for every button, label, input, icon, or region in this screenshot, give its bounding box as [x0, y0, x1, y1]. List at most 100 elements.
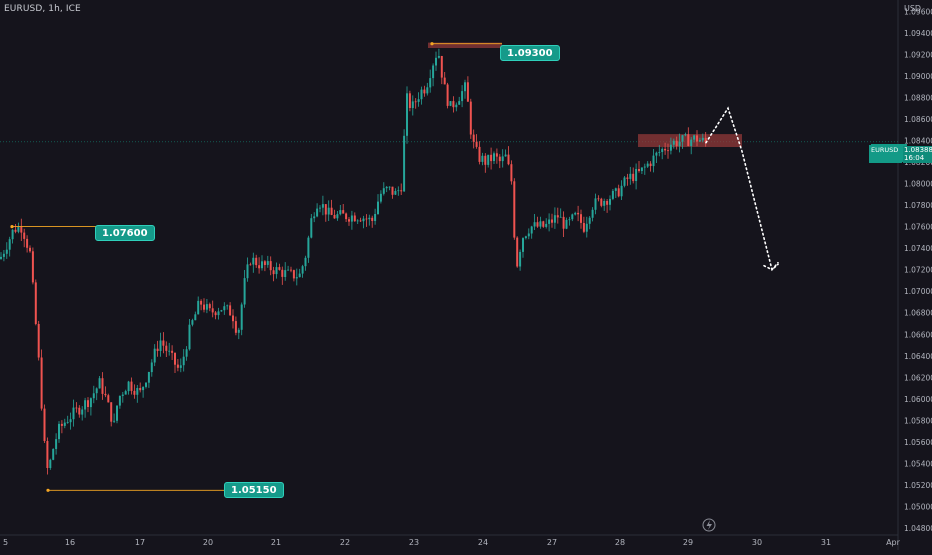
callout-high: 1.09300	[500, 45, 560, 61]
candle-body	[20, 226, 23, 233]
candle-body	[316, 208, 319, 217]
candle-body	[388, 186, 391, 188]
candle-body	[319, 207, 321, 209]
candle-body	[345, 213, 348, 220]
candle-body	[693, 135, 696, 140]
candle-body	[565, 219, 568, 229]
axis-currency-label: USD	[904, 4, 922, 13]
candle-body	[214, 312, 217, 316]
price-tag-symbol: EURUSD	[871, 146, 899, 154]
candle-body	[629, 173, 632, 179]
candle-body	[49, 459, 52, 468]
callout-low: 1.05150	[224, 482, 284, 498]
candle-body	[551, 219, 553, 223]
candle-body	[443, 77, 446, 85]
candle-body	[246, 264, 249, 279]
candle-body	[432, 65, 435, 79]
candle-body	[295, 277, 298, 279]
candle-body	[524, 236, 527, 239]
candle-body	[142, 386, 145, 391]
y-tick-label: 1.06200	[904, 373, 932, 382]
candle-body	[527, 233, 530, 237]
candle-body	[585, 223, 588, 232]
candle-body	[498, 156, 501, 162]
candle-body	[2, 253, 5, 257]
y-tick-label: 1.08800	[904, 94, 932, 103]
candle-body	[655, 152, 658, 156]
candle-body	[600, 198, 603, 206]
candle-body	[669, 144, 672, 151]
candle-body	[284, 270, 287, 277]
candle-body	[43, 408, 46, 441]
candle-body	[110, 402, 113, 422]
candle-body	[92, 393, 95, 399]
candle-body	[275, 267, 278, 275]
candle-body	[287, 269, 290, 271]
candle-body	[614, 188, 617, 191]
candle-body	[162, 340, 165, 346]
candle-body	[266, 261, 269, 265]
candle-body	[298, 273, 301, 278]
candle-body	[377, 201, 379, 214]
candle-body	[95, 388, 98, 394]
candle-body	[237, 329, 240, 333]
price-tag-bg	[869, 145, 902, 163]
x-tick-label: 23	[409, 538, 419, 547]
y-tick-label: 1.05400	[904, 459, 932, 468]
candle-body	[304, 257, 307, 267]
x-tick-label: Apr	[886, 538, 901, 547]
candle-body	[232, 315, 234, 322]
candle-body	[81, 409, 84, 415]
y-tick-label: 1.06800	[904, 309, 932, 318]
candle-body	[17, 226, 20, 232]
x-tick-label: 30	[752, 538, 762, 547]
candle-body	[269, 261, 272, 271]
candle-body	[307, 237, 310, 258]
candle-body	[426, 87, 429, 94]
candle-body	[278, 267, 281, 270]
candle-body	[574, 212, 577, 215]
candle-body	[701, 137, 704, 141]
y-tick-label: 1.07800	[904, 201, 932, 210]
candle-body	[533, 222, 536, 227]
candle-body	[310, 218, 313, 238]
candle-body	[290, 269, 292, 271]
candle-body	[188, 324, 191, 350]
candle-body	[391, 186, 394, 195]
candle-body	[26, 238, 29, 248]
candle-body	[121, 394, 124, 396]
candle-body	[220, 310, 223, 312]
candle-body	[652, 155, 655, 167]
projection-path	[705, 106, 779, 272]
candle-body	[365, 218, 368, 220]
candle-body	[124, 391, 127, 395]
candle-body	[78, 407, 81, 415]
candle-body	[371, 217, 374, 221]
candle-body	[127, 381, 130, 392]
candle-body	[597, 198, 600, 200]
candle-body	[617, 188, 620, 197]
candle-body	[0, 256, 2, 259]
candle-body	[191, 320, 194, 325]
y-tick-label: 1.07000	[904, 287, 932, 296]
candle-body	[493, 153, 495, 161]
x-tick-label: 31	[821, 538, 831, 547]
candle-body	[435, 57, 437, 66]
candle-body	[87, 400, 89, 407]
candle-body	[249, 264, 252, 266]
level-point	[46, 488, 50, 492]
candle-body	[159, 340, 162, 351]
candle-body	[429, 78, 432, 88]
price-tag-price: 1.08388	[904, 146, 932, 154]
candle-body	[397, 190, 400, 192]
candle-body	[292, 270, 295, 279]
x-tick-label: 24	[478, 538, 488, 547]
candle-body	[640, 167, 643, 171]
candle-body	[31, 251, 34, 283]
chart-title: EURUSD, 1h, ICE	[4, 4, 81, 14]
candle-body	[556, 215, 559, 218]
candle-body	[446, 84, 449, 106]
